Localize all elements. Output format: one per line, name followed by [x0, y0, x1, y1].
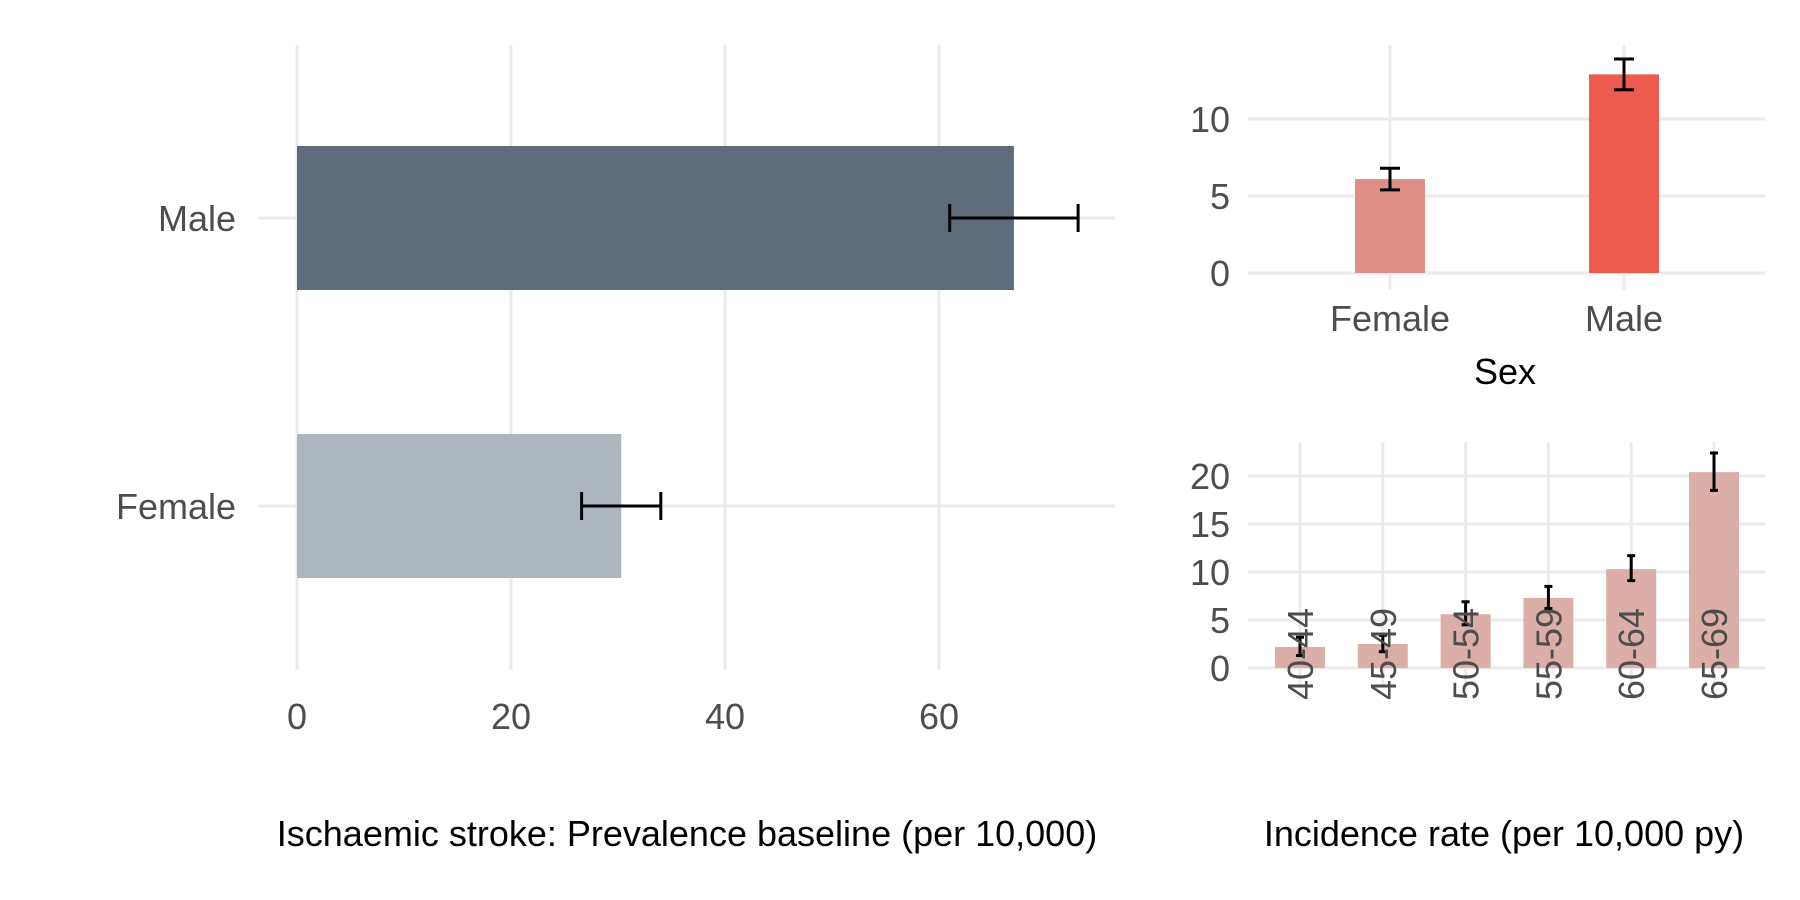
x-tick-label: 60: [919, 696, 959, 737]
prevalence-x-axis-title: Ischaemic stroke: Prevalence baseline (p…: [277, 813, 1097, 854]
y-tick-label: 5: [1210, 176, 1230, 217]
incidence-by-sex-panel: 0 5 10 Female Male: [1190, 45, 1765, 339]
bar: [297, 146, 1014, 290]
y-tick-label: Female: [116, 486, 236, 527]
x-tick-label: 40: [705, 696, 745, 737]
x-tick-label: 40-44: [1280, 608, 1321, 700]
y-tick-label: Male: [158, 198, 236, 239]
incidence-by-age-panel: 0 5 10 15 20 40-44 45-49 50-54 55-59 60-64 65-69: [1190, 442, 1765, 700]
x-tick-label: 65-69: [1694, 608, 1735, 700]
x-tick-label: 50-54: [1446, 608, 1487, 700]
incidence-x-axis-title: Incidence rate (per 10,000 py): [1264, 813, 1744, 854]
x-tick-label: 0: [287, 696, 307, 737]
y-tick-label: 0: [1210, 648, 1230, 689]
y-tick-label: 5: [1210, 600, 1230, 641]
prevalence-panel: 0 20 40 60 Male Female: [116, 45, 1115, 737]
sex-x-axis-title: Sex: [1474, 351, 1536, 392]
bar: [1606, 569, 1657, 668]
x-tick-label: 60-64: [1611, 608, 1652, 700]
bar: [1275, 646, 1325, 668]
bar: [1589, 74, 1659, 273]
x-tick-label: 55-59: [1528, 608, 1569, 700]
bar: [1355, 179, 1425, 273]
y-tick-label: 10: [1190, 552, 1230, 593]
y-tick-label: 15: [1190, 504, 1230, 545]
x-tick-label: Male: [1585, 298, 1663, 339]
x-tick-label: Female: [1330, 298, 1450, 339]
bar: [297, 434, 622, 578]
bar: [1689, 472, 1739, 668]
y-tick-label: 0: [1210, 253, 1230, 294]
y-tick-label: 10: [1190, 99, 1230, 140]
x-tick-label: 45-49: [1363, 608, 1404, 700]
x-tick-label: 20: [491, 696, 531, 737]
y-tick-label: 20: [1190, 456, 1230, 497]
